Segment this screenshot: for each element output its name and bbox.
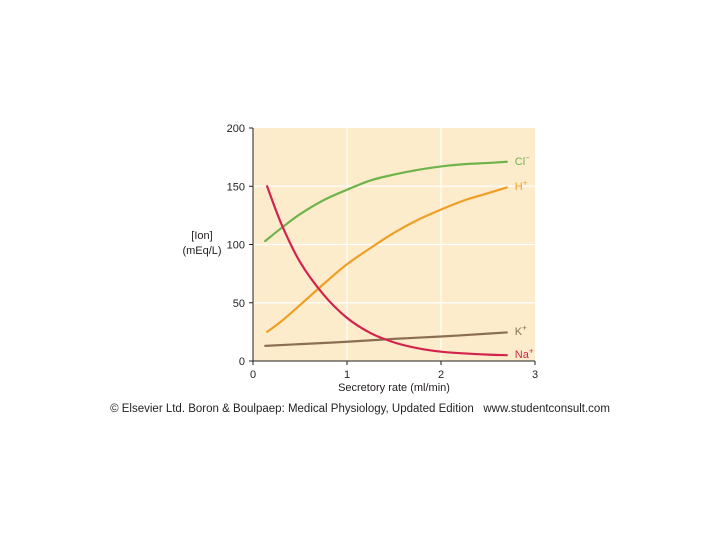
y-tick-label: 0 [239,356,245,368]
series-line-na [266,185,508,357]
y-axis-title-line2: (mEq/L) [182,245,222,258]
x-tick-label: 1 [344,369,350,381]
y-axis-title-line1: [Ion] [191,230,213,242]
series-line-k [264,331,508,347]
series-line-h [266,186,508,333]
plot-area: 0 50 100 150 200 0 1 2 3 [227,123,538,381]
y-tick-label: 150 [227,181,245,193]
y-tick-label: 50 [233,298,245,310]
x-tick-label: 2 [438,369,444,381]
series-line-cl [264,160,508,243]
x-tick-label: 0 [250,369,256,381]
y-tick-label: 200 [227,123,245,135]
y-axis-title: [Ion] (mEq/L) [162,229,242,260]
copyright-caption: © Elsevier Ltd. Boron & Boulpaep: Medica… [110,403,610,415]
x-tick-label: 3 [532,369,538,381]
y-tick-label: 100 [227,240,245,252]
x-axis-title: Secretory rate (ml/min) [338,382,450,394]
